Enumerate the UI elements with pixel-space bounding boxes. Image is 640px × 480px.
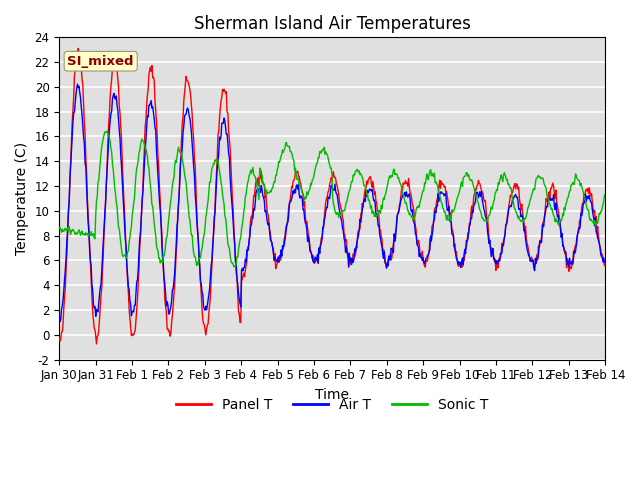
Legend: Panel T, Air T, Sonic T: Panel T, Air T, Sonic T [171, 392, 494, 417]
Y-axis label: Temperature (C): Temperature (C) [15, 142, 29, 255]
Title: Sherman Island Air Temperatures: Sherman Island Air Temperatures [194, 15, 470, 33]
Text: SI_mixed: SI_mixed [67, 55, 134, 68]
X-axis label: Time: Time [316, 388, 349, 402]
